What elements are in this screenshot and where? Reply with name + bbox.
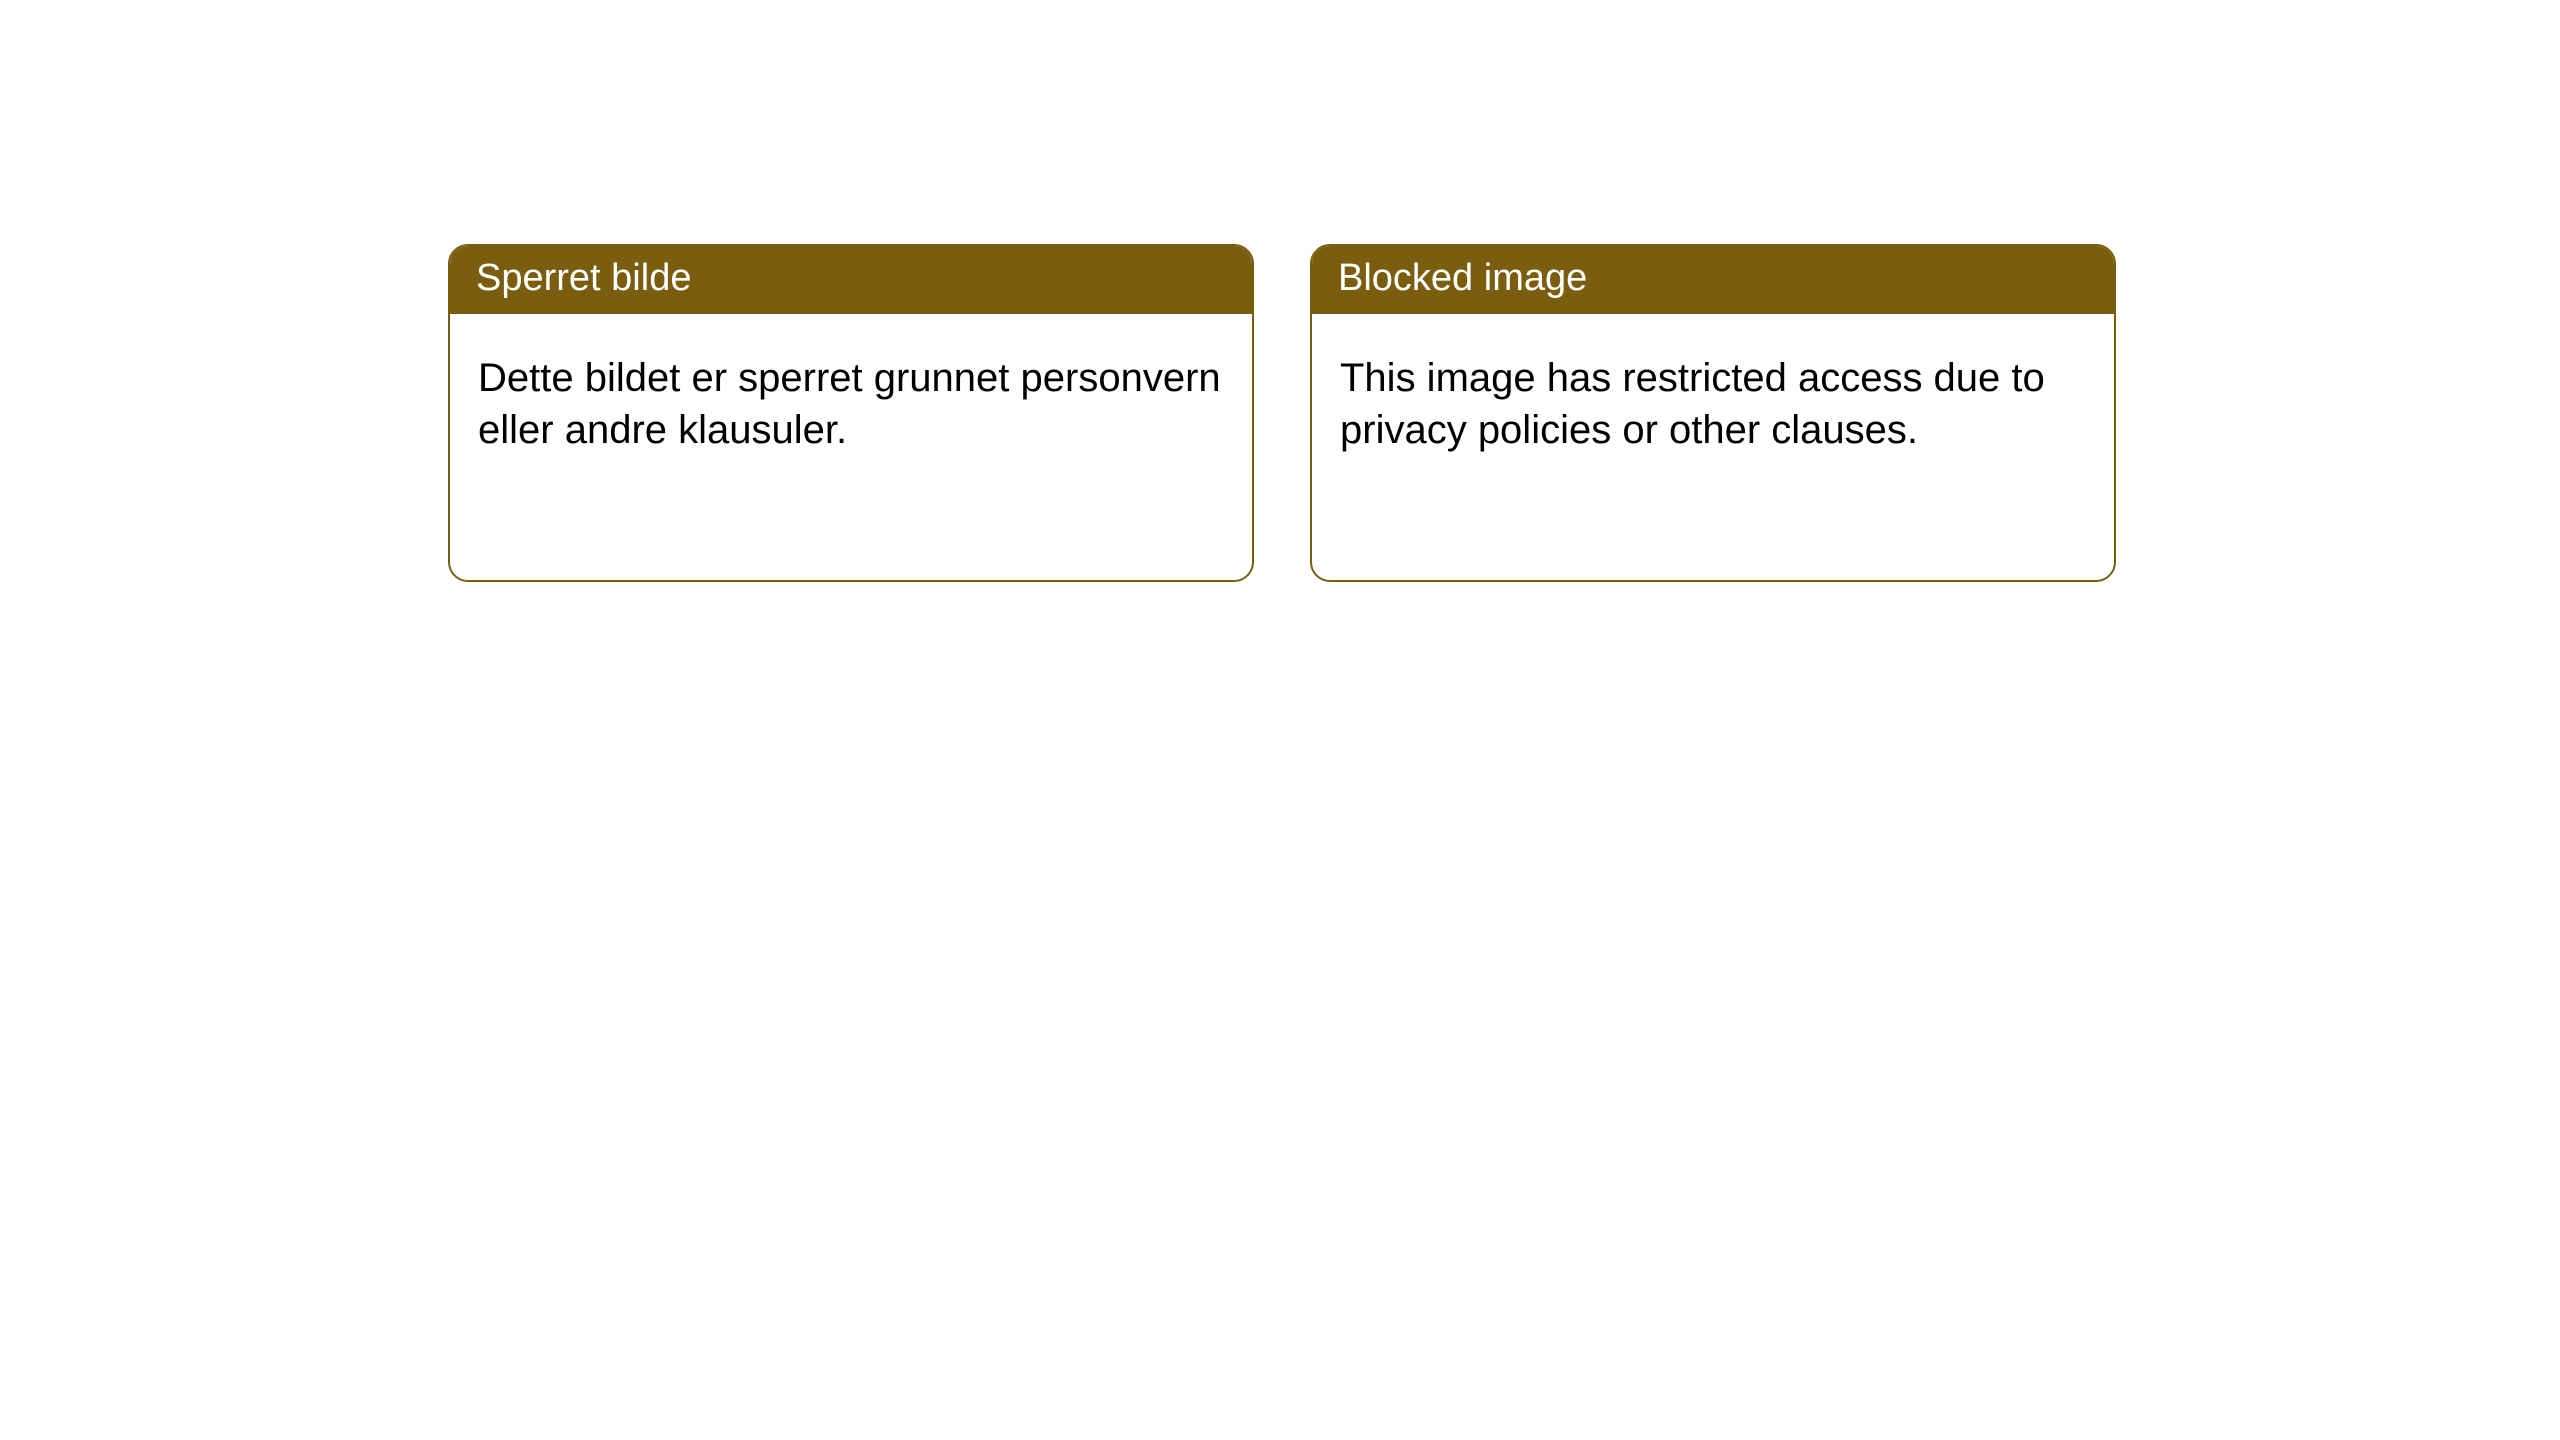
blocked-image-card-no: Sperret bilde Dette bildet er sperret gr… <box>448 244 1254 582</box>
card-body: Dette bildet er sperret grunnet personve… <box>450 314 1252 496</box>
blocked-image-cards: Sperret bilde Dette bildet er sperret gr… <box>448 244 2560 582</box>
card-body: This image has restricted access due to … <box>1312 314 2114 496</box>
card-header: Sperret bilde <box>450 246 1252 314</box>
blocked-image-card-en: Blocked image This image has restricted … <box>1310 244 2116 582</box>
card-header: Blocked image <box>1312 246 2114 314</box>
